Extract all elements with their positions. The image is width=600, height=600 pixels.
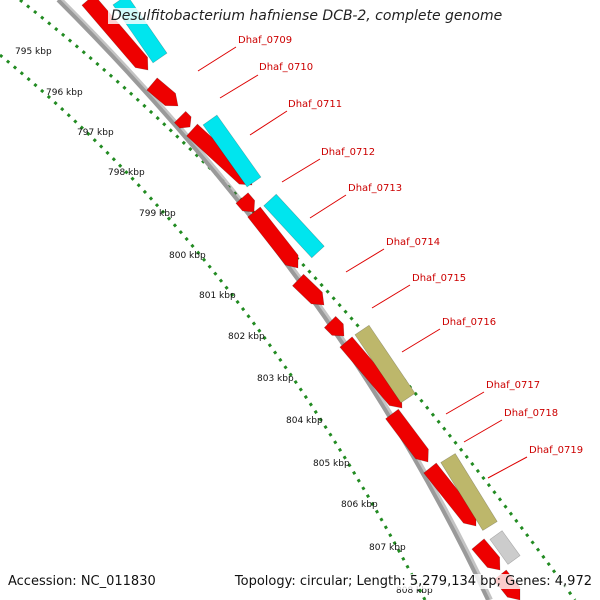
inner-ruler-ring bbox=[0, 53, 427, 600]
gene-label: Dhaf_0716 bbox=[442, 317, 496, 328]
kbp-label: 799 kbp bbox=[139, 209, 176, 219]
kbp-label: 798 kbp bbox=[108, 168, 145, 178]
grey-feature bbox=[489, 530, 521, 565]
forward-gene bbox=[247, 206, 299, 269]
backbone-circle bbox=[56, 0, 490, 600]
gene-label: Dhaf_0710 bbox=[259, 62, 313, 73]
grey-feature-track bbox=[489, 530, 521, 565]
backbone-shadow bbox=[57, 0, 493, 600]
gene-label: Dhaf_0714 bbox=[386, 237, 440, 248]
forward-gene bbox=[81, 0, 149, 71]
kbp-label: 796 kbp bbox=[46, 88, 83, 98]
kbp-label: 801 kbp bbox=[199, 291, 236, 301]
forward-gene bbox=[471, 538, 501, 571]
gene-label: Dhaf_0713 bbox=[348, 183, 402, 194]
leader-line bbox=[281, 158, 321, 183]
forward-gene bbox=[146, 77, 179, 107]
gene-label-leaders bbox=[197, 46, 528, 479]
gene-label: Dhaf_0718 bbox=[504, 408, 558, 419]
forward-gene bbox=[173, 110, 192, 129]
map-title: Desulfitobacterium hafniense DCB-2, comp… bbox=[108, 8, 506, 24]
kbp-label: 795 kbp bbox=[15, 47, 52, 57]
kbp-labels: 795 kbp 796 kbp 797 kbp 798 kbp 799 kbp … bbox=[15, 47, 433, 596]
kbp-label: 797 kbp bbox=[77, 128, 114, 138]
olive-feature-track bbox=[354, 324, 498, 531]
olive-feature bbox=[354, 324, 416, 404]
gene-label: Dhaf_0711 bbox=[288, 99, 342, 110]
gene-label: Dhaf_0719 bbox=[529, 445, 583, 456]
forward-gene-track bbox=[81, 0, 521, 600]
gene-label: Dhaf_0712 bbox=[321, 147, 375, 158]
gene-label: Dhaf_0709 bbox=[238, 35, 292, 46]
forward-gene bbox=[323, 315, 345, 337]
gene-labels: Dhaf_0709 Dhaf_0710 Dhaf_0711 Dhaf_0712 … bbox=[238, 35, 583, 456]
kbp-label: 802 kbp bbox=[228, 332, 265, 342]
leader-line bbox=[345, 248, 385, 273]
forward-gene bbox=[235, 192, 255, 213]
kbp-label: 806 kbp bbox=[341, 500, 378, 510]
outer-tick-ring bbox=[19, 0, 577, 600]
leader-line bbox=[445, 391, 485, 415]
forward-gene bbox=[385, 408, 429, 463]
gene-label: Dhaf_0715 bbox=[412, 273, 466, 284]
kbp-label: 805 kbp bbox=[313, 459, 350, 469]
kbp-label: 804 kbp bbox=[286, 416, 323, 426]
cyan-feature bbox=[202, 114, 262, 188]
leader-line bbox=[249, 110, 288, 136]
leader-line bbox=[463, 419, 503, 443]
leader-line bbox=[401, 328, 441, 353]
olive-feature bbox=[440, 453, 498, 531]
leader-line bbox=[371, 284, 411, 309]
leader-line bbox=[487, 456, 528, 479]
leader-line bbox=[309, 194, 347, 219]
kbp-label: 800 kbp bbox=[169, 251, 206, 261]
kbp-label: 807 kbp bbox=[369, 543, 406, 553]
genome-summary-text: Topology: circular; Length: 5,279,134 bp… bbox=[234, 574, 592, 589]
cyan-feature bbox=[263, 193, 325, 259]
cyan-feature-track bbox=[112, 0, 325, 259]
accession-text: Accession: NC_011830 bbox=[8, 574, 156, 589]
leader-line bbox=[219, 74, 259, 99]
kbp-label: 808 kbp bbox=[396, 586, 433, 596]
kbp-label: 803 kbp bbox=[257, 374, 294, 384]
leader-line bbox=[197, 46, 237, 72]
forward-gene bbox=[292, 273, 325, 306]
forward-gene bbox=[423, 462, 477, 527]
gene-label: Dhaf_0717 bbox=[486, 380, 540, 391]
